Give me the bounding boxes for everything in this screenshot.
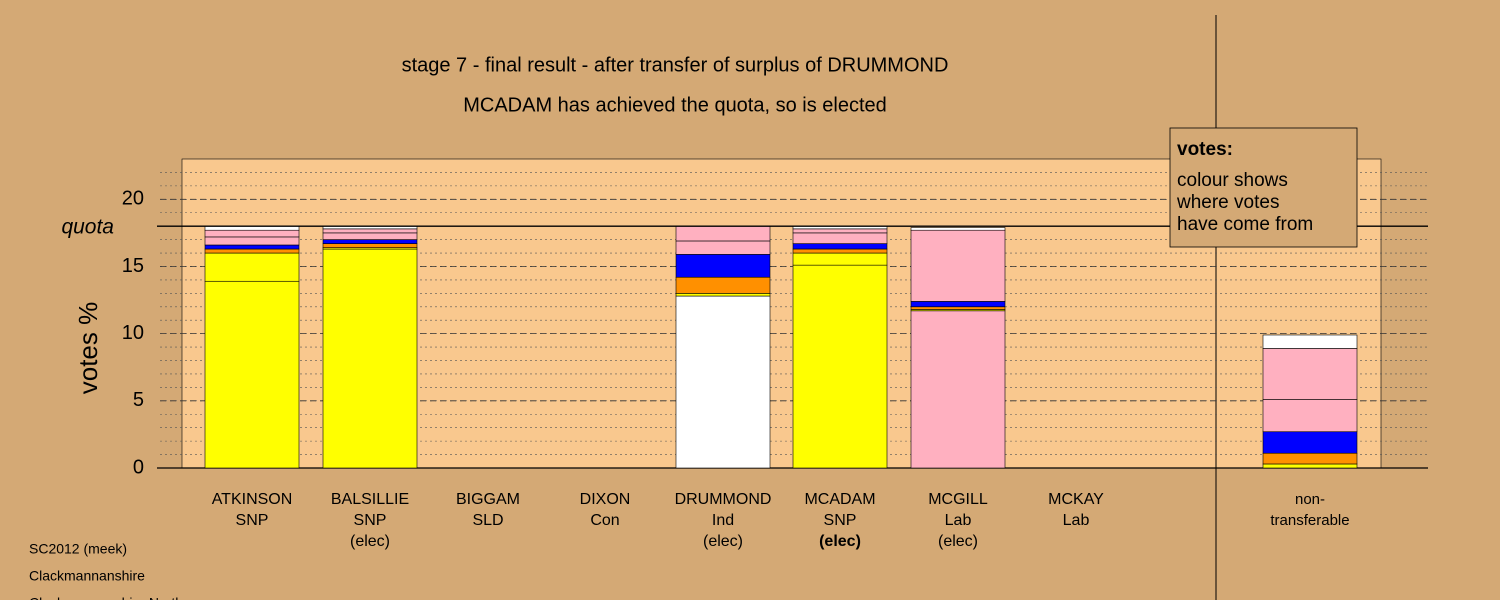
info-box-text: colour shows xyxy=(1177,170,1288,191)
bar-segment xyxy=(910,229,1006,302)
x-tick-label: Ind xyxy=(712,512,734,529)
y-tick-label: 15 xyxy=(122,255,144,277)
bar-segment xyxy=(792,264,888,469)
bar-segment xyxy=(792,228,888,234)
bar-segment xyxy=(792,243,888,250)
bar-segment xyxy=(675,225,771,242)
y-tick-label: 0 xyxy=(133,456,144,478)
y-axis-label: votes % xyxy=(73,302,103,395)
x-tick-label: (elec) xyxy=(350,533,390,550)
footer-text: SC2012 (meek) xyxy=(29,541,127,557)
bar-segment xyxy=(1262,452,1358,465)
bar-segment xyxy=(675,240,771,255)
bar-segment xyxy=(910,306,1006,310)
bar-segment xyxy=(792,248,888,254)
x-tick-label: Lab xyxy=(1063,512,1090,529)
x-tick-label: Con xyxy=(590,512,619,529)
bar-segment xyxy=(322,239,418,244)
chart-title: stage 7 - final result - after transfer … xyxy=(402,54,949,76)
bar-segment xyxy=(910,301,1006,308)
bar-segment xyxy=(675,293,771,297)
x-tick-label: transferable xyxy=(1270,512,1349,529)
footer-text: Clackmannanshire North xyxy=(29,595,183,600)
bar-segment xyxy=(675,276,771,294)
bar-segment xyxy=(1262,399,1358,433)
quota-label: quota xyxy=(61,216,114,239)
bar-segment xyxy=(204,248,300,254)
x-tick-label: Lab xyxy=(945,512,972,529)
x-tick-label: MCADAM xyxy=(804,491,875,508)
x-tick-label: ATKINSON xyxy=(212,491,293,508)
x-tick-label: (elec) xyxy=(819,533,861,550)
bar-segment xyxy=(910,310,1006,469)
footer-text: Clackmannanshire xyxy=(29,568,145,584)
x-tick-label: DIXON xyxy=(580,491,631,508)
bar-segment xyxy=(792,232,888,244)
x-tick-label: BIGGAM xyxy=(456,491,520,508)
bar-segment xyxy=(322,248,418,469)
x-tick-label: DRUMMOND xyxy=(675,491,772,508)
x-tick-label: non- xyxy=(1295,491,1325,508)
info-box-text: have come from xyxy=(1177,214,1313,235)
bar-segment xyxy=(204,252,300,282)
chart-subtitle: MCADAM has achieved the quota, so is ele… xyxy=(463,94,887,116)
bar-segment xyxy=(204,229,300,238)
bar-segment xyxy=(204,236,300,246)
y-tick-label: 10 xyxy=(122,322,144,344)
x-tick-label: MCKAY xyxy=(1048,491,1104,508)
bar-segment xyxy=(910,227,1006,231)
bar-segment xyxy=(1262,463,1358,469)
x-tick-label: BALSILLIE xyxy=(331,491,409,508)
bar-segment xyxy=(1262,431,1358,454)
y-tick-label: 5 xyxy=(133,389,144,411)
bar-segment xyxy=(675,254,771,278)
x-tick-label: SLD xyxy=(472,512,503,529)
x-tick-label: SNP xyxy=(236,512,269,529)
bar-segment xyxy=(675,295,771,469)
x-tick-label: MCGILL xyxy=(928,491,988,508)
bar-segment xyxy=(792,252,888,266)
bar-segment xyxy=(1262,348,1358,400)
x-tick-label: (elec) xyxy=(703,533,743,550)
x-tick-label: SNP xyxy=(354,512,387,529)
bar-segment xyxy=(322,232,418,240)
bar-segment xyxy=(204,280,300,469)
bar-segment xyxy=(204,244,300,250)
x-tick-label: SNP xyxy=(824,512,857,529)
info-box xyxy=(1169,127,1358,248)
bar-segment xyxy=(322,228,418,234)
x-tick-label: (elec) xyxy=(938,533,978,550)
bar-segment xyxy=(322,243,418,248)
bar-segment xyxy=(1262,334,1358,349)
y-tick-label: 20 xyxy=(122,188,144,210)
info-box-text: where votes xyxy=(1176,192,1279,213)
info-box-title: votes: xyxy=(1177,139,1233,160)
